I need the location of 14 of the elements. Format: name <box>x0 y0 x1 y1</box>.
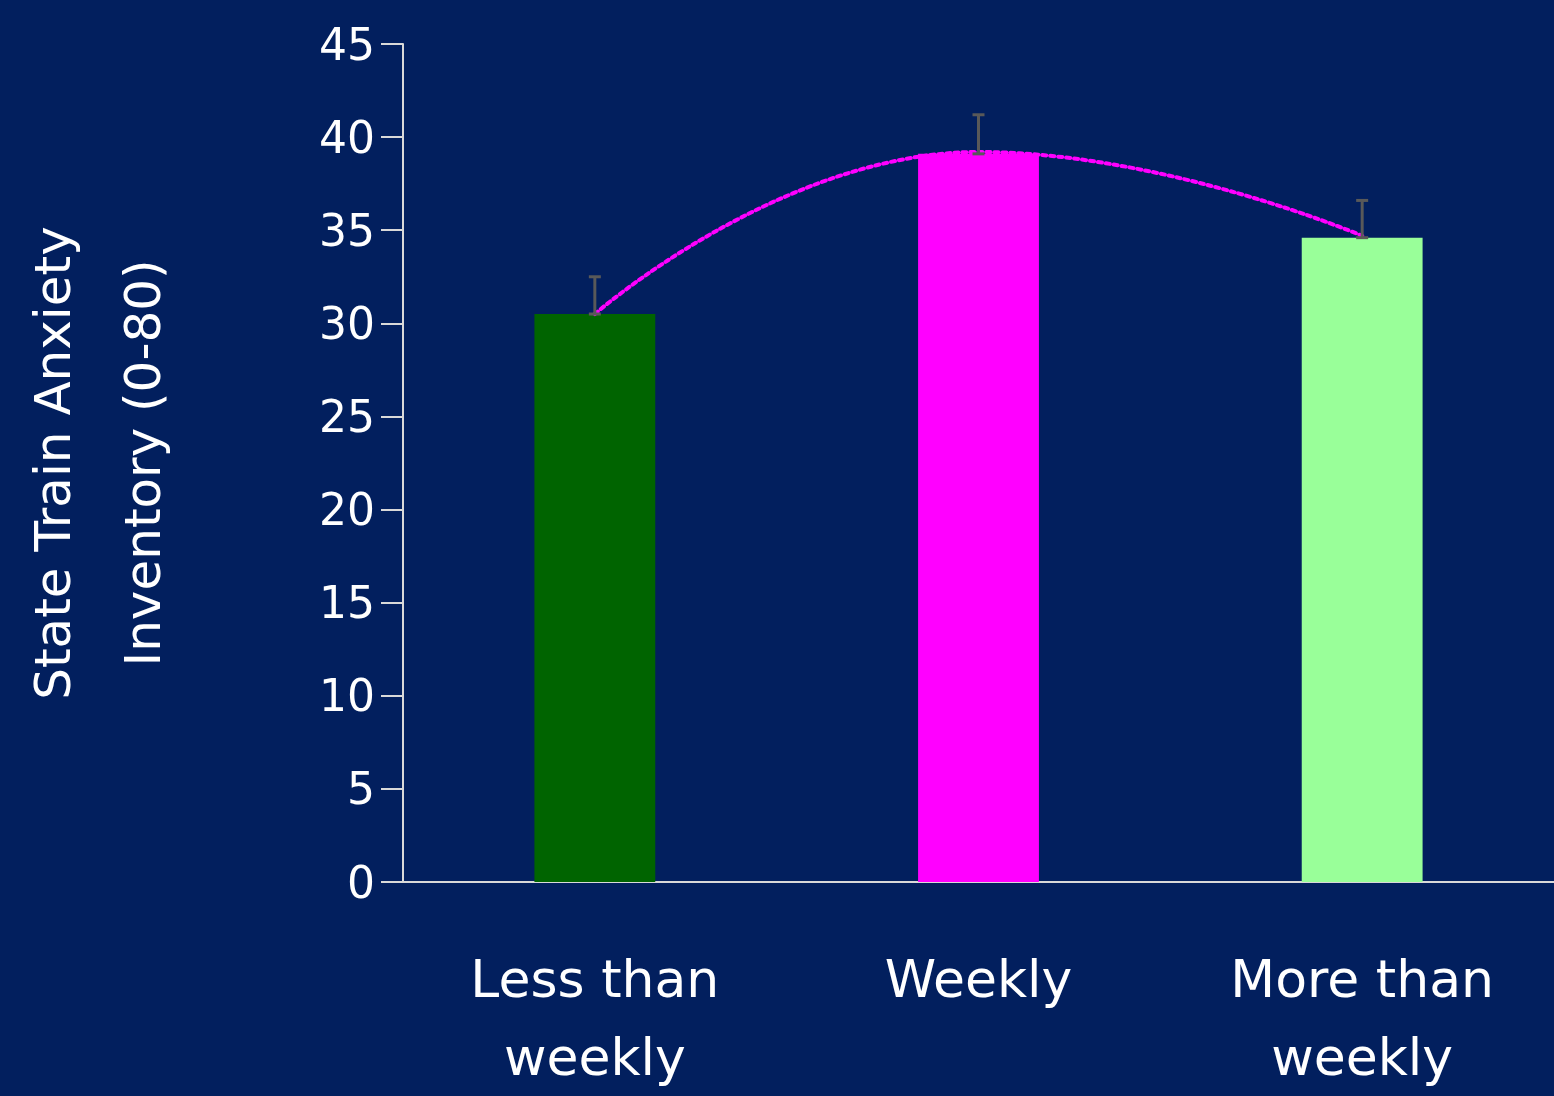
y-tick-label: 35 <box>319 204 375 256</box>
x-tick-label: Less than weekly <box>470 949 720 1087</box>
x-tick-label: More than weekly <box>1230 949 1494 1087</box>
x-tick-label: Weekly <box>884 949 1073 1009</box>
y-tick-label: 45 <box>319 18 375 70</box>
y-tick-label: 10 <box>319 670 375 722</box>
y-tick-label: 40 <box>319 111 375 163</box>
y-axis-title: State Train Anxiety Inventory (0-80) <box>24 226 172 700</box>
y-tick-label: 30 <box>319 297 375 349</box>
y-tick-label: 15 <box>319 577 375 629</box>
y-tick-label: 5 <box>347 763 375 815</box>
y-tick-label: 0 <box>347 856 375 908</box>
y-tick-label: 20 <box>319 484 375 536</box>
y-tick-label: 25 <box>319 390 375 442</box>
